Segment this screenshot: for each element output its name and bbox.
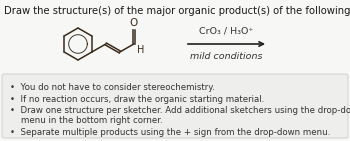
Text: CrO₃ / H₃O⁺: CrO₃ / H₃O⁺ xyxy=(199,26,254,35)
Text: mild conditions: mild conditions xyxy=(190,52,263,61)
Text: •  Draw one structure per sketcher. Add additional sketchers using the drop-down: • Draw one structure per sketcher. Add a… xyxy=(10,106,350,115)
FancyBboxPatch shape xyxy=(2,74,348,138)
Text: H: H xyxy=(137,45,144,55)
Text: •  Separate multiple products using the + sign from the drop-down menu.: • Separate multiple products using the +… xyxy=(10,128,330,137)
Text: O: O xyxy=(130,18,138,28)
Text: menu in the bottom right corner.: menu in the bottom right corner. xyxy=(10,116,163,125)
Text: •  If no reaction occurs, draw the organic starting material.: • If no reaction occurs, draw the organi… xyxy=(10,94,264,103)
Text: •  You do not have to consider stereochemistry.: • You do not have to consider stereochem… xyxy=(10,83,215,92)
Text: Draw the structure(s) of the major organic product(s) of the following reaction.: Draw the structure(s) of the major organ… xyxy=(4,6,350,16)
